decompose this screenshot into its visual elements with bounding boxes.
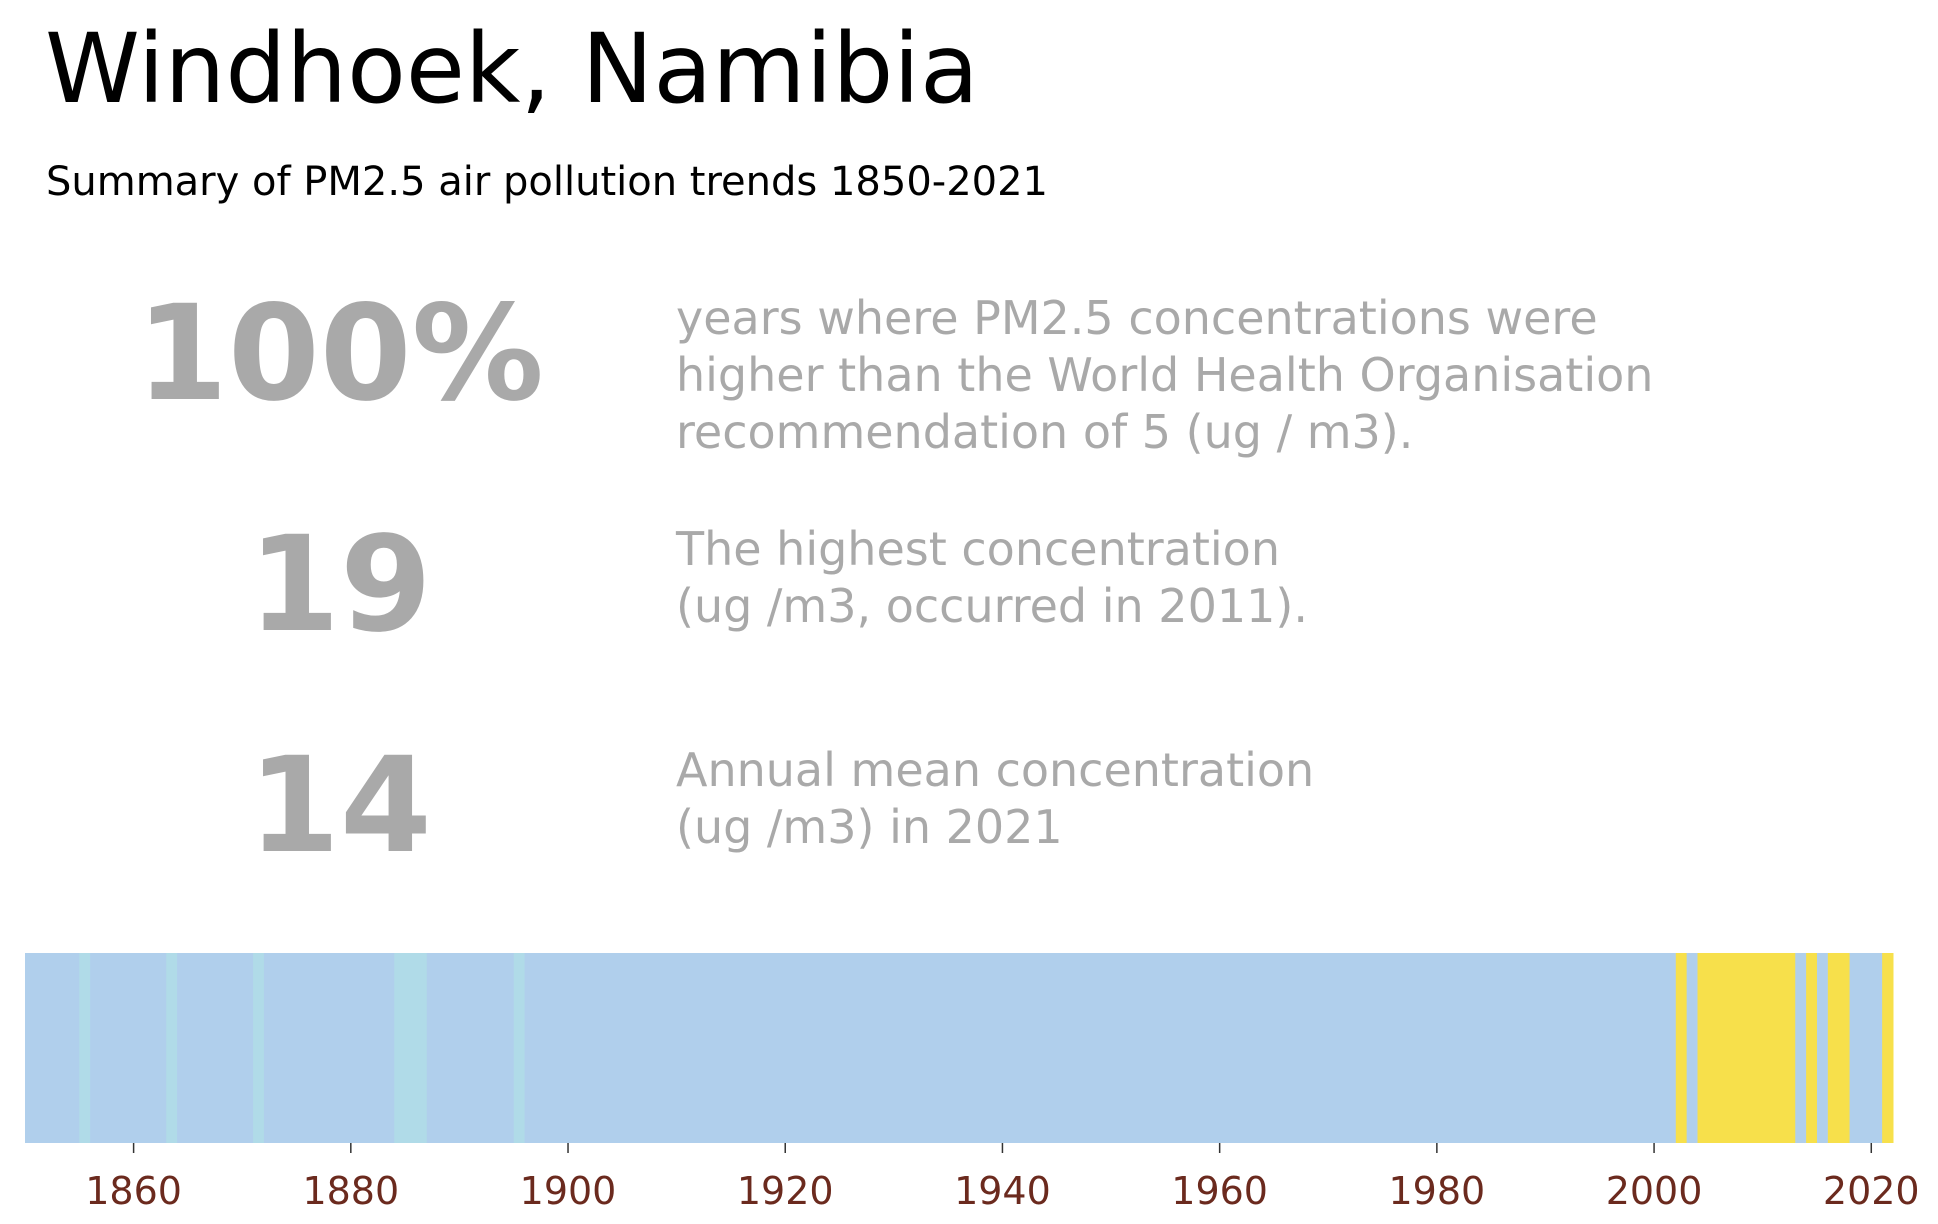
- stripe-light-1863: [166, 953, 178, 1143]
- stripe-light-1895: [513, 953, 526, 1143]
- stripe-high-2016: [1827, 953, 1851, 1143]
- stripe-high-2021: [1882, 953, 1894, 1143]
- stat-description-line: (ug /m3) in 2021: [676, 800, 1063, 854]
- stripe-high-2002: [1675, 953, 1688, 1143]
- x-axis-ticks: 1860 1880 1900 1920 1940 1960 1980 2000 2020: [85, 1143, 1920, 1213]
- x-tick-label: 2020: [1823, 1169, 1920, 1213]
- x-tick-label: 1940: [954, 1169, 1051, 1213]
- stat-annual-mean-value: 14: [248, 729, 432, 883]
- stat-annual-mean-description: Annual mean concentration (ug /m3) in 20…: [676, 742, 1314, 856]
- stat-description-line: (ug /m3, occurred in 2011).: [676, 579, 1308, 633]
- stat-highest-concentration-description: The highest concentration (ug /m3, occur…: [676, 521, 1308, 635]
- x-tick-label: 1960: [1171, 1169, 1268, 1213]
- stripe-high-2014: [1806, 953, 1818, 1143]
- stat-percent-exceeding-description: years where PM2.5 concentrations were hi…: [676, 290, 1653, 461]
- stat-description-line: Annual mean concentration: [676, 743, 1315, 797]
- stripe-base-2013: [1795, 953, 1807, 1143]
- stripe-base-1872: [263, 953, 395, 1143]
- stat-description-line: The highest concentration: [676, 522, 1280, 576]
- stripe-base-1896: [524, 953, 1677, 1143]
- stat-description-line: years where PM2.5 concentrations were: [676, 291, 1598, 345]
- x-tick-label: 1900: [520, 1169, 617, 1213]
- stripe-light-1871: [253, 953, 265, 1143]
- stat-description-line: recommendation of 5 (ug / m3).: [676, 405, 1414, 459]
- stripes-group: [25, 953, 1894, 1143]
- stripe-light-1884: [394, 953, 428, 1143]
- x-tick-label: 1920: [737, 1169, 834, 1213]
- x-tick-label: 2000: [1606, 1169, 1703, 1213]
- stripe-base-1856: [90, 953, 167, 1143]
- stripe-base-1887: [426, 953, 515, 1143]
- page-title: Windhoek, Namibia: [45, 13, 979, 125]
- stripe-base-1864: [177, 953, 254, 1143]
- stripe-base-2015: [1816, 953, 1829, 1143]
- x-tick-label: 1980: [1389, 1169, 1486, 1213]
- stripe-high-2004: [1697, 953, 1796, 1143]
- stat-highest-concentration-value: 19: [248, 508, 432, 662]
- x-tick-label: 1860: [85, 1169, 182, 1213]
- page-subtitle: Summary of PM2.5 air pollution trends 18…: [46, 159, 1048, 205]
- stripe-light-1855: [79, 953, 91, 1143]
- stripe-base-2003: [1686, 953, 1699, 1143]
- stat-description-line: higher than the World Health Organisatio…: [676, 348, 1654, 402]
- x-tick-label: 1880: [302, 1169, 399, 1213]
- stat-percent-exceeding-value: 100%: [136, 277, 544, 431]
- stripe-base-2018: [1849, 953, 1883, 1143]
- stripe-base-1850: [25, 953, 80, 1143]
